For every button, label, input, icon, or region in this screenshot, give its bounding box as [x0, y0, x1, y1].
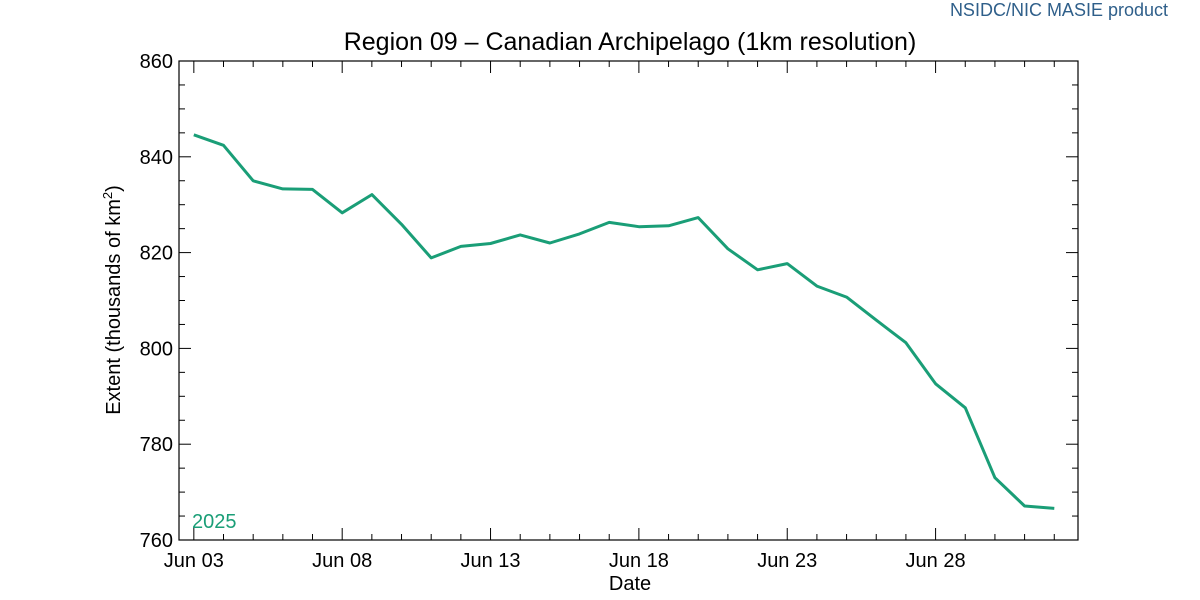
- y-axis-label: Extent (thousands of km2): [100, 185, 125, 415]
- y-tick-label: 820: [140, 243, 173, 265]
- x-axis-label: Date: [609, 573, 651, 595]
- y-tick-label: 800: [140, 338, 173, 360]
- x-tick-label: Jun 13: [461, 550, 521, 572]
- y-tick-label: 840: [140, 147, 173, 169]
- y-tick-label: 860: [140, 51, 173, 73]
- series-layer: [193, 133, 1055, 510]
- x-tick-label: Jun 08: [312, 550, 372, 572]
- plot-frame: [178, 60, 1079, 541]
- series-line-2025: [193, 133, 1055, 510]
- x-tick-label: Jun 23: [757, 550, 817, 572]
- x-tick-label: Jun 03: [164, 550, 224, 572]
- series-label: 2025: [192, 511, 237, 533]
- x-axis: Jun 03 Jun 08 Jun 13 Jun 18 Jun 23 Jun 28: [164, 61, 1055, 572]
- x-tick-label: Jun 18: [609, 550, 669, 572]
- product-credit: NSIDC/NIC MASIE product: [949, 0, 1168, 20]
- chart-title: Region 09 – Canadian Archipelago (1km re…: [344, 28, 917, 56]
- y-tick-label: 780: [140, 434, 173, 456]
- y-axis: 760 780 800 820 840 860: [140, 51, 1078, 552]
- y-tick-label: 760: [140, 530, 173, 552]
- x-tick-label: Jun 28: [906, 550, 966, 572]
